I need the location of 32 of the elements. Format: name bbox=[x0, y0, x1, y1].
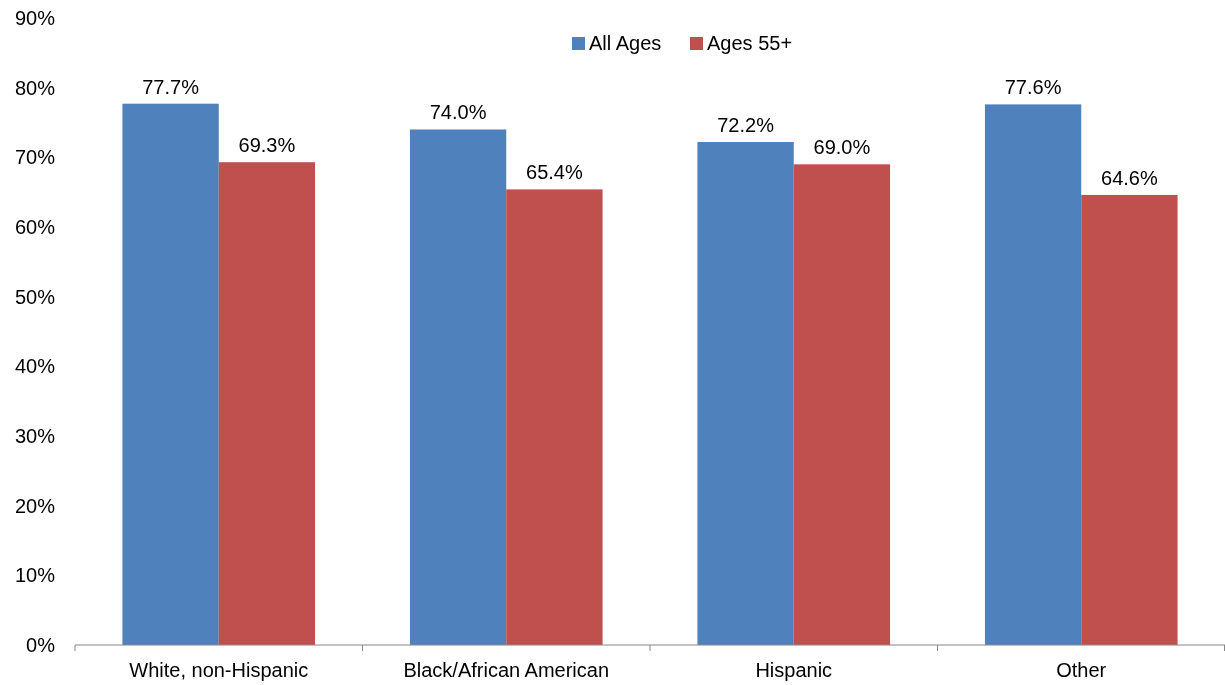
bar bbox=[984, 104, 1082, 645]
bar bbox=[409, 129, 507, 645]
y-tick-label: 70% bbox=[14, 146, 56, 169]
data-label: 74.0% bbox=[429, 101, 487, 124]
data-label: 77.7% bbox=[142, 75, 200, 98]
y-tick-label: 90% bbox=[14, 7, 56, 29]
data-label: 69.0% bbox=[813, 136, 871, 159]
y-tick-label: 60% bbox=[14, 216, 56, 238]
y-tick-label: 0% bbox=[26, 634, 56, 656]
legend-label: All Ages bbox=[589, 32, 662, 54]
y-tick-label: 80% bbox=[14, 76, 56, 99]
bar bbox=[122, 103, 219, 645]
x-tick-label: Other bbox=[1056, 659, 1107, 681]
x-tick-label: Black/African American bbox=[403, 659, 610, 681]
data-label: 72.2% bbox=[717, 114, 775, 137]
bar bbox=[1081, 194, 1178, 645]
bar bbox=[793, 164, 891, 645]
data-label: 77.6% bbox=[1004, 76, 1062, 99]
bar bbox=[697, 142, 794, 645]
data-label: 64.6% bbox=[1101, 166, 1158, 189]
y-tick-label: 50% bbox=[14, 285, 56, 308]
bar bbox=[218, 162, 316, 645]
legend-label: Ages 55+ bbox=[707, 32, 793, 54]
y-tick-label: 40% bbox=[14, 355, 56, 378]
data-label: 65.4% bbox=[526, 161, 583, 184]
y-tick-label: 10% bbox=[14, 564, 56, 587]
x-tick-label: Hispanic bbox=[755, 659, 833, 681]
bar bbox=[506, 189, 603, 645]
y-tick-label: 30% bbox=[14, 425, 56, 447]
data-label: 69.3% bbox=[238, 134, 296, 157]
y-tick-label: 20% bbox=[14, 494, 56, 517]
x-tick-label: White, non-Hispanic bbox=[129, 659, 309, 681]
